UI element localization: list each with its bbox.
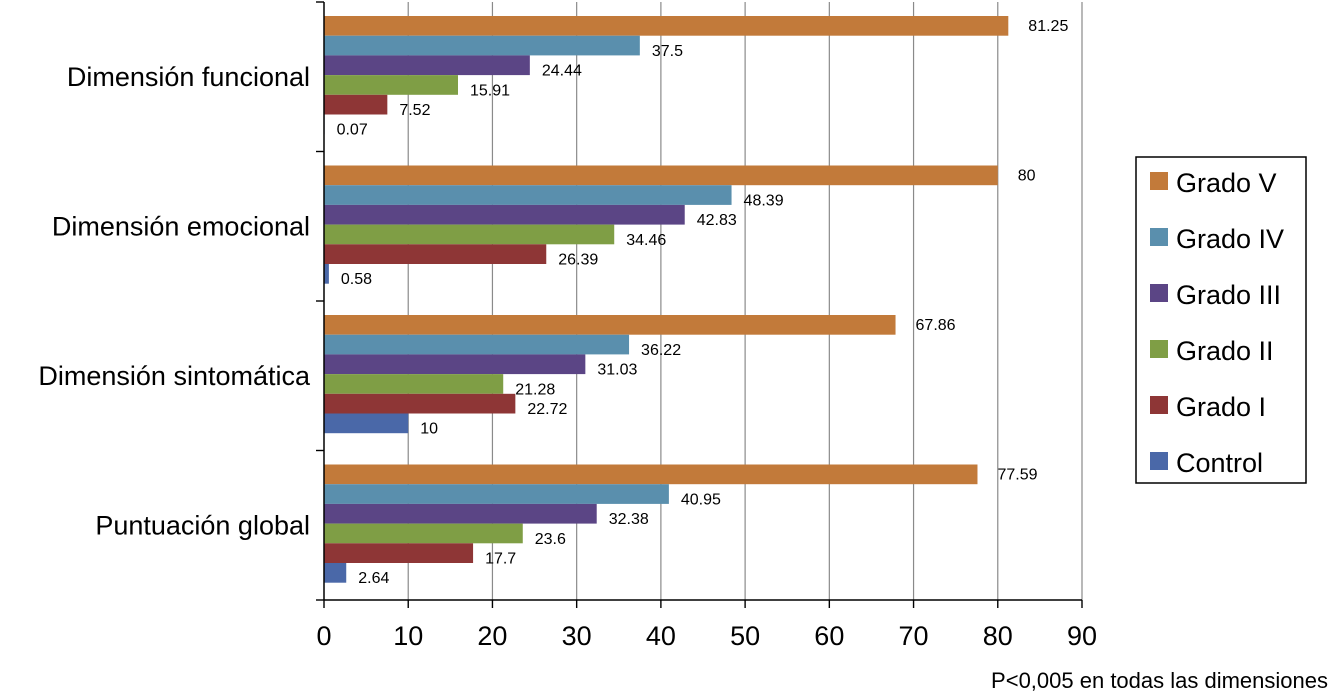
bar xyxy=(324,334,630,355)
bar xyxy=(324,503,597,524)
legend-entry: Control xyxy=(1176,448,1263,478)
data-label: 2.64 xyxy=(358,570,389,587)
data-label: 15.91 xyxy=(470,82,510,99)
bars xyxy=(324,16,1009,583)
bar xyxy=(324,354,586,375)
x-tick-label: 30 xyxy=(562,621,592,651)
bar xyxy=(324,264,329,284)
x-tick-label: 40 xyxy=(646,621,676,651)
data-label: 34.46 xyxy=(626,232,666,249)
bar xyxy=(324,413,409,434)
bar xyxy=(324,94,388,115)
bar xyxy=(324,204,685,225)
data-label: 81.25 xyxy=(1028,18,1068,35)
data-label: 24.44 xyxy=(542,63,582,80)
data-label: 21.28 xyxy=(515,381,555,398)
data-label: 0.58 xyxy=(341,271,372,288)
data-label: 80 xyxy=(1018,168,1036,185)
bar xyxy=(324,75,458,95)
category-label: Dimensión funcional xyxy=(67,62,310,92)
x-tick-label: 80 xyxy=(983,621,1013,651)
bar xyxy=(324,464,978,485)
data-labels: 81.25 37.5 24.44 15.91 7.52 0.07 80 48.39 42.83 3… xyxy=(337,18,1069,587)
legend-entry: Grado IV xyxy=(1176,224,1284,254)
legend-entry: Grado III xyxy=(1176,280,1281,310)
bar xyxy=(324,55,530,76)
bar xyxy=(324,523,523,544)
data-label: 67.86 xyxy=(916,317,956,334)
x-tick-label: 20 xyxy=(477,621,507,651)
bar xyxy=(324,185,732,205)
data-label: 42.83 xyxy=(697,212,737,229)
legend-swatch xyxy=(1150,172,1168,190)
data-label: 23.6 xyxy=(535,531,566,548)
axes xyxy=(316,1,1083,608)
significance-note: P<0,005 en todas las dimensiones xyxy=(991,668,1328,693)
legend-swatch xyxy=(1150,340,1168,358)
bar xyxy=(324,374,504,394)
bar xyxy=(324,543,474,563)
category-label: Dimensión sintomática xyxy=(38,361,311,391)
bar xyxy=(324,244,547,264)
bar xyxy=(324,224,615,245)
legend-entry: Grado II xyxy=(1176,336,1274,366)
data-label: 0.07 xyxy=(337,122,368,139)
bar xyxy=(324,35,640,56)
x-tick-label: 60 xyxy=(814,621,844,651)
x-tick-label: 10 xyxy=(393,621,423,651)
legend-entry: Grado I xyxy=(1176,392,1266,422)
data-label: 48.39 xyxy=(744,192,784,209)
legend-swatch xyxy=(1150,396,1168,414)
legend-entry: Grado V xyxy=(1176,168,1277,198)
category-label: Dimensión emocional xyxy=(52,211,310,241)
bar xyxy=(324,393,516,414)
category-labels: Dimensión funcional Dimensión emocional Di… xyxy=(38,62,311,541)
data-label: 77.59 xyxy=(997,467,1037,484)
bar xyxy=(324,484,669,504)
legend-swatch xyxy=(1150,284,1168,302)
legend-swatch xyxy=(1150,452,1168,470)
data-label: 36.22 xyxy=(641,342,681,359)
data-label: 40.95 xyxy=(681,491,721,508)
data-label: 17.7 xyxy=(485,551,516,568)
bar xyxy=(324,315,896,335)
bar xyxy=(324,16,1009,36)
data-label: 32.38 xyxy=(609,511,649,528)
data-label: 7.52 xyxy=(399,102,430,119)
data-label: 31.03 xyxy=(597,362,637,379)
category-label: Puntuación global xyxy=(95,510,310,540)
x-tick-label: 90 xyxy=(1067,621,1097,651)
x-tick-labels: 0 10 20 30 40 50 60 70 80 90 xyxy=(316,621,1097,651)
data-label: 37.5 xyxy=(652,43,683,60)
x-tick-label: 70 xyxy=(899,621,929,651)
legend-swatch xyxy=(1150,228,1168,246)
data-label: 26.39 xyxy=(558,252,598,269)
gridlines xyxy=(407,2,1083,600)
x-tick-label: 50 xyxy=(730,621,760,651)
bar xyxy=(324,563,347,583)
data-label: 10 xyxy=(420,421,438,438)
legend-box xyxy=(1135,156,1307,484)
bar xyxy=(324,165,998,186)
legend: Grado V Grado IV Grado III Grado II Grado I C… xyxy=(1135,156,1307,484)
x-tick-label: 0 xyxy=(316,621,331,651)
data-label: 22.72 xyxy=(527,401,567,418)
